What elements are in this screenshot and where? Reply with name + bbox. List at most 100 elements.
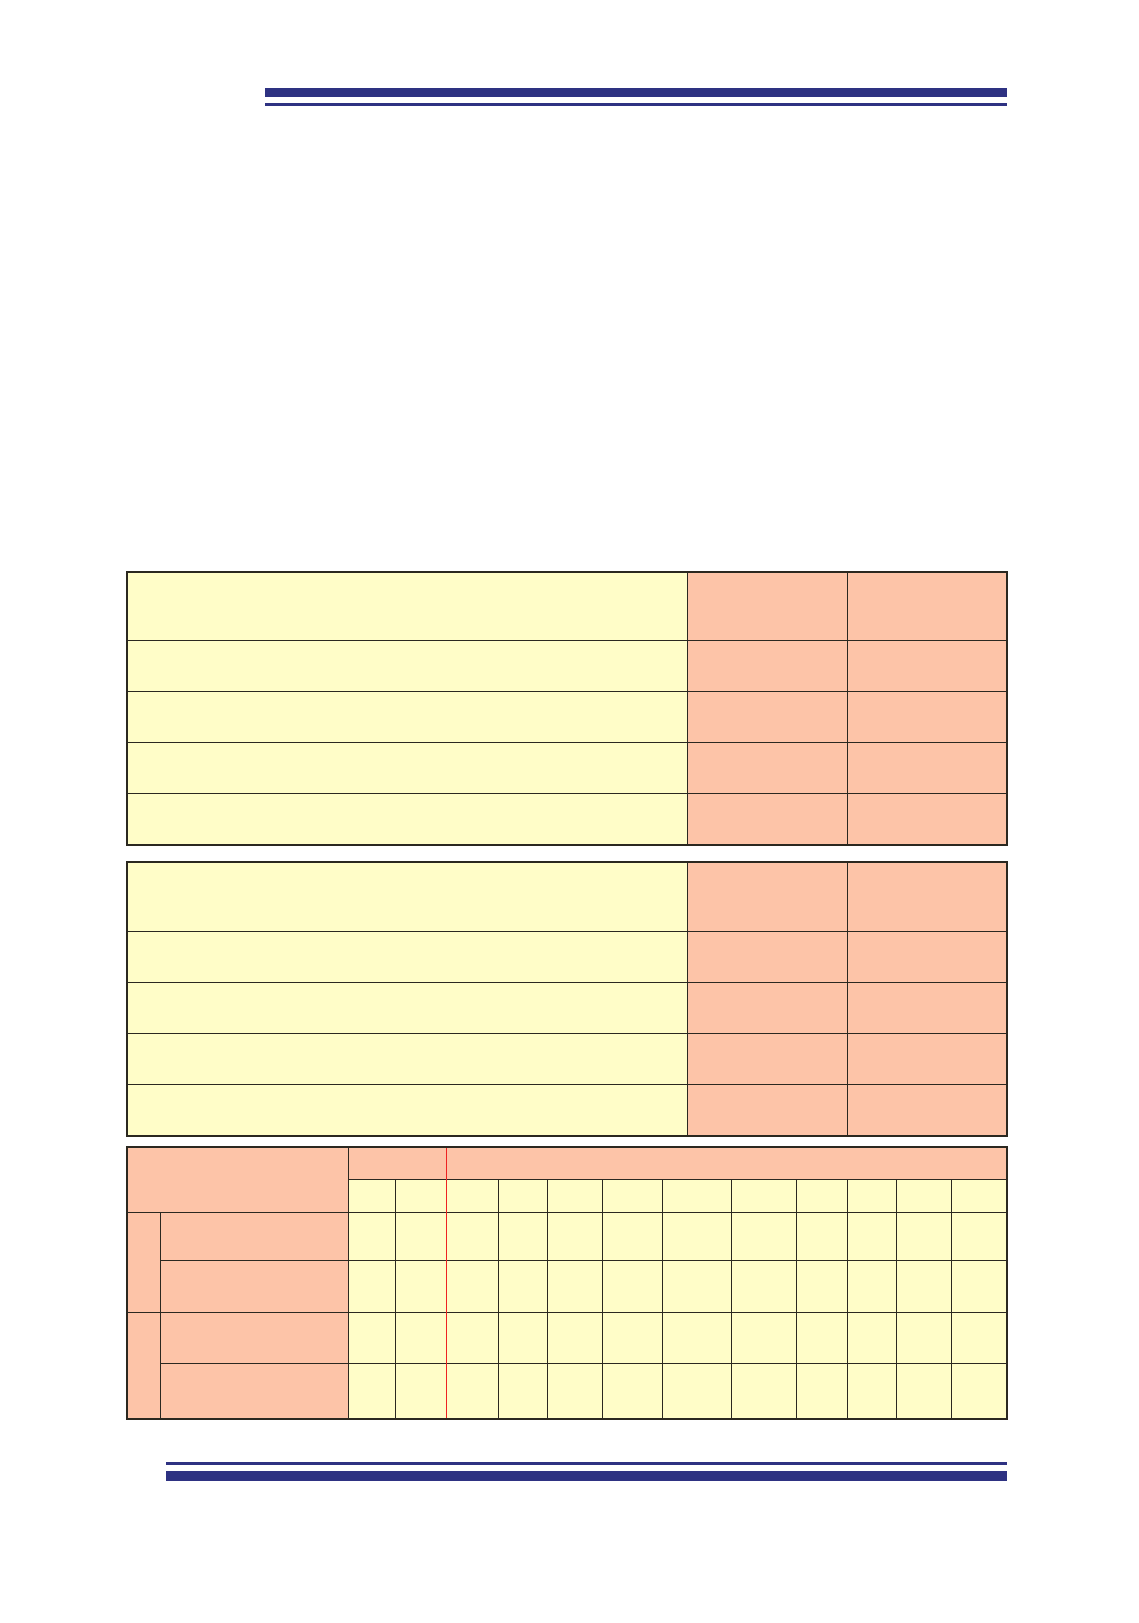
row-label-cell <box>160 1363 349 1419</box>
data-cell <box>446 1260 499 1313</box>
row-label-cell <box>160 1260 349 1313</box>
table-value-cell <box>847 931 1007 983</box>
data-cell <box>731 1363 797 1419</box>
table-value-cell <box>847 640 1007 692</box>
column-header-cell <box>446 1179 499 1213</box>
table-value-cell <box>847 793 1007 846</box>
table-value-cell <box>847 1084 1007 1137</box>
data-cell <box>498 1312 548 1364</box>
table-value-cell <box>847 691 1007 743</box>
data-cell <box>348 1212 396 1261</box>
table-value-cell <box>847 572 1007 641</box>
table-label-cell <box>127 1033 688 1085</box>
data-cell <box>796 1260 848 1313</box>
data-cell <box>498 1212 548 1261</box>
table-value-cell <box>847 742 1007 794</box>
data-cell <box>446 1312 499 1364</box>
data-cell <box>348 1312 396 1364</box>
table-value-cell <box>847 1033 1007 1085</box>
data-cell <box>395 1260 447 1313</box>
data-cell <box>896 1260 952 1313</box>
data-cell <box>896 1363 952 1419</box>
data-cell <box>446 1363 499 1419</box>
column-header-cell <box>662 1179 732 1213</box>
column-header-cell <box>896 1179 952 1213</box>
header-rule-thick <box>265 88 1007 97</box>
data-cell <box>547 1363 603 1419</box>
data-cell <box>602 1363 663 1419</box>
data-cell <box>662 1312 732 1364</box>
table-label-cell <box>127 572 688 641</box>
data-cell <box>731 1212 797 1261</box>
red-divider-line <box>446 1147 447 1418</box>
data-cell <box>896 1312 952 1364</box>
table-value-cell <box>687 982 848 1034</box>
column-header-cell <box>951 1179 1007 1213</box>
column-header-cell <box>547 1179 603 1213</box>
data-cell <box>602 1312 663 1364</box>
row-label-cell <box>160 1312 349 1364</box>
column-header-cell <box>731 1179 797 1213</box>
row-group-cell <box>127 1212 161 1313</box>
table-value-cell <box>687 640 848 692</box>
data-cell <box>796 1212 848 1261</box>
table-value-cell <box>847 982 1007 1034</box>
footer-rule-thick <box>166 1471 1007 1481</box>
data-cell <box>951 1212 1007 1261</box>
data-cell <box>602 1212 663 1261</box>
table-label-cell <box>127 742 688 794</box>
data-cell <box>796 1363 848 1419</box>
data-cell <box>395 1212 447 1261</box>
data-cell <box>847 1363 897 1419</box>
data-cell <box>498 1260 548 1313</box>
column-header-cell <box>602 1179 663 1213</box>
data-cell <box>602 1260 663 1313</box>
data-cell <box>395 1312 447 1364</box>
table-value-cell <box>687 572 848 641</box>
table-value-cell <box>687 931 848 983</box>
table-value-cell <box>847 862 1007 932</box>
header-corner-cell <box>127 1147 349 1213</box>
data-cell <box>547 1212 603 1261</box>
table-value-cell <box>687 1033 848 1085</box>
data-cell <box>731 1260 797 1313</box>
header-rule-thin <box>265 103 1007 106</box>
column-header-cell <box>395 1179 447 1213</box>
row-label-cell <box>160 1212 349 1261</box>
table-label-cell <box>127 640 688 692</box>
table-label-cell <box>127 982 688 1034</box>
table-value-cell <box>687 793 848 846</box>
table-value-cell <box>687 1084 848 1137</box>
table-label-cell <box>127 691 688 743</box>
data-cell <box>395 1363 447 1419</box>
column-header-cell <box>348 1179 396 1213</box>
data-cell <box>896 1212 952 1261</box>
data-cell <box>348 1363 396 1419</box>
data-cell <box>951 1363 1007 1419</box>
column-header-cell <box>847 1179 897 1213</box>
data-cell <box>662 1260 732 1313</box>
table-value-cell <box>687 691 848 743</box>
data-cell <box>847 1312 897 1364</box>
data-cell <box>662 1363 732 1419</box>
table-label-cell <box>127 862 688 932</box>
data-cell <box>951 1312 1007 1364</box>
data-cell <box>547 1260 603 1313</box>
data-cell <box>662 1212 732 1261</box>
row-group-cell <box>127 1312 161 1419</box>
table-label-cell <box>127 931 688 983</box>
data-cell <box>446 1212 499 1261</box>
table-label-cell <box>127 1084 688 1137</box>
table-label-cell <box>127 793 688 846</box>
data-cell <box>547 1312 603 1364</box>
footer-rule-thin <box>166 1462 1007 1465</box>
column-header-cell <box>498 1179 548 1213</box>
data-cell <box>498 1363 548 1419</box>
table-value-cell <box>687 862 848 932</box>
data-cell <box>731 1312 797 1364</box>
data-cell <box>348 1260 396 1313</box>
column-header-cell <box>796 1179 848 1213</box>
table-value-cell <box>687 742 848 794</box>
data-cell <box>951 1260 1007 1313</box>
data-cell <box>847 1260 897 1313</box>
